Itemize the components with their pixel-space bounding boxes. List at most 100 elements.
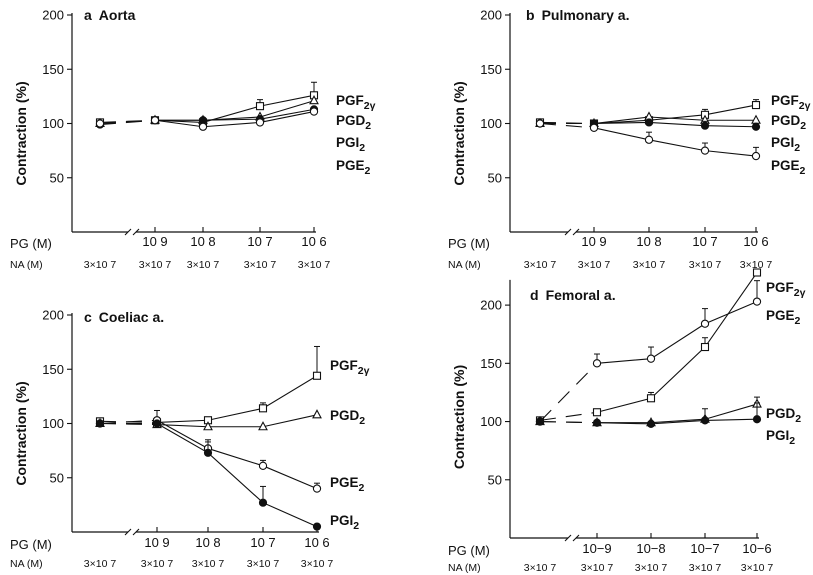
y-tick-label: 100 [480,116,502,131]
series-label-subscript: 2 [359,142,365,154]
series-PGF2γ: PGF2γ [95,345,370,427]
series-PGD2: PGD2 [535,396,801,427]
series-label: PGD2 [330,408,365,427]
series-label: PGF2γ [766,280,806,299]
axis-break-mark [124,228,132,236]
open-circle-marker [258,461,268,470]
series-label-main: PGI [336,135,359,150]
filled-circle-marker [535,417,545,426]
series-line [154,94,315,123]
x-tick-label-na: 3×10 7 [581,562,614,574]
series-label-subscript: 2 [359,482,365,494]
filled-circle-marker [700,121,710,130]
square-marker [592,408,602,417]
x-tick-label-pg: 10 8 [636,234,661,249]
open-circle-marker [150,116,160,125]
filled-circle-marker [646,419,656,428]
open-circle-marker [535,119,545,128]
x-tick-label-pg: 10 9 [581,234,606,249]
open-circle-marker [95,119,105,128]
open-circle-marker [644,135,654,144]
na-row-label: NA (M) [10,259,43,271]
x-tick-label-pg: 10−8 [636,541,665,556]
filled-circle-marker [592,418,602,427]
open-circle-marker [700,319,710,328]
panel-letter: d [530,287,539,303]
y-tick-label: 150 [480,62,502,77]
series-line [156,414,318,428]
series-PGE2: PGE 2 [95,107,371,177]
x-tick-label-na: 3×10 7 [192,558,225,570]
x-tick-label-na: 3×10 7 [740,259,773,271]
series-label-subscript: 2γ [358,365,370,377]
open-circle-marker [700,146,710,155]
panel-title-text: Coeliac a. [99,309,164,325]
series-label-main: PGI [330,513,353,528]
series-label-subscript: 2 [359,415,365,427]
series-label: PGF2γ [336,93,376,112]
series-label-subscript: 2 [353,520,359,532]
series-label: PGE2 [766,308,801,327]
y-tick-label: 200 [42,8,64,23]
series-label-subscript: 2 [794,142,800,154]
square-marker [646,394,656,403]
series-PGI2: PGI2 [535,402,795,447]
series-label-subscript: 2 [795,315,801,327]
y-tick-label: 100 [42,416,64,431]
series-label: PGE2 [330,475,365,494]
filled-circle-marker [95,419,105,428]
axis-break-mark [132,528,140,536]
x-tick-label-pg: 10 7 [692,234,717,249]
x-tick-label-pg: 10−7 [690,541,719,556]
y-tick-label: 150 [480,356,502,371]
x-tick-label-na: 3×10 7 [689,259,722,271]
y-tick-label: 200 [42,308,64,323]
series-label-main: PGD [771,113,801,128]
series-label-main: PGF [766,280,794,295]
series-label: PGI2 [766,428,795,447]
y-axis-label: Contraction (%) [13,81,29,185]
triangle-marker [203,421,213,431]
series-label-main: PGE [336,158,365,173]
series-PGE2: PGE2 [535,119,806,177]
series-line [596,418,758,425]
axis-break-mark [132,228,140,236]
axis-break-mark [564,534,572,542]
triangle-marker [751,114,761,124]
series-label-main: PGE [766,308,795,323]
series-label-subscript: 2 [800,120,806,132]
axis-break-mark [124,528,132,536]
square-marker [258,404,268,413]
square-marker [752,268,762,277]
open-circle-marker [751,151,761,161]
x-tick-label-pg: 10 9 [144,535,169,550]
y-tick-label: 50 [50,170,64,185]
y-tick-label: 50 [488,472,502,487]
series-label: PGE2 [771,158,806,177]
series-label: PGD2 [771,113,806,132]
open-circle-marker [752,297,762,306]
open-circle-marker [592,359,602,368]
x-tick-label-pg: 10−6 [742,541,771,556]
series-line [154,111,315,128]
series-label-subscript: 2 [795,413,801,425]
x-tick-label-na: 3×10 7 [244,259,277,271]
series-line [593,127,757,157]
series-PGI2: PGI2 [95,419,359,532]
open-circle-marker [589,123,599,132]
x-tick-label-pg: 10−9 [582,541,611,556]
x-tick-label-na: 3×10 7 [247,558,280,570]
y-tick-label: 50 [488,170,502,185]
series-label-main: PGD [336,113,366,128]
panel-letter: a [84,7,92,23]
y-axis-label: Contraction (%) [451,365,467,469]
series-label-main: PGF [336,93,364,108]
x-tick-label-pg: 10 7 [247,234,272,249]
na-row-label: NA (M) [448,259,481,271]
panel-c: c Coeliac a. 50 100 150 200 Contraction (%) PG … [10,308,370,571]
x-tick-label-na: 3×10 7 [635,562,668,574]
series-label: PGD2 [336,113,371,132]
square-marker [751,101,761,110]
axis-break-mark [572,228,580,236]
